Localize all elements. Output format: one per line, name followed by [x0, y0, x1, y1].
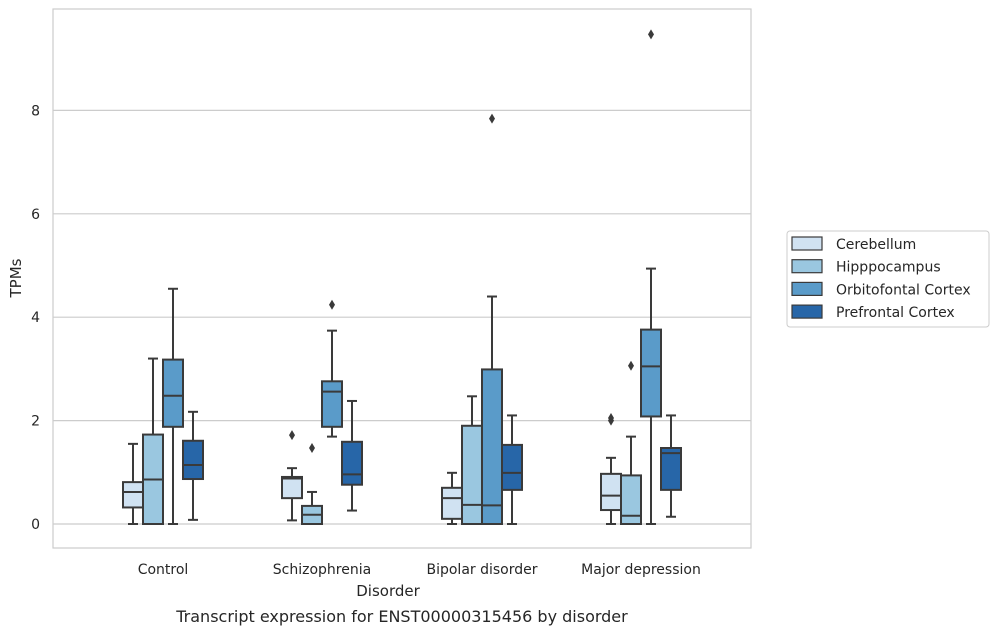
- y-tick-label: 2: [31, 414, 40, 430]
- y-tick-label: 4: [31, 310, 40, 326]
- x-axis-label: Disorder: [356, 582, 420, 600]
- x-tick-label: Major depression: [581, 562, 701, 578]
- legend-frame: [786, 230, 990, 328]
- box: [441, 486, 463, 520]
- x-tick-label: Control: [138, 562, 189, 578]
- outlier-point: [628, 360, 634, 371]
- box: [341, 440, 363, 486]
- box: [461, 424, 483, 525]
- box: [162, 358, 184, 428]
- box: [281, 475, 303, 500]
- legend-label: Orbitofontal Cortex: [836, 282, 971, 298]
- box: [182, 439, 204, 481]
- legend-swatch: [791, 304, 823, 319]
- x-tick-label: Schizophrenia: [273, 562, 371, 578]
- legend: Cerebellum Hipppocampus Orbitofontal Corte…: [786, 230, 990, 328]
- legend-label: Cerebellum: [836, 237, 916, 253]
- box: [620, 474, 642, 526]
- y-tick-label: 8: [31, 103, 40, 119]
- chart-caption: Transcript expression for ENST0000031545…: [175, 607, 628, 626]
- box: [600, 472, 622, 512]
- outlier-point: [489, 113, 495, 124]
- legend-swatch: [791, 259, 823, 274]
- y-tick-label: 0: [31, 517, 40, 533]
- x-tick-labels: Control Schizophrenia Bipolar disorder Majo…: [138, 562, 701, 578]
- y-tick-label: 6: [31, 207, 40, 223]
- outlier-point: [329, 299, 335, 310]
- box: [660, 447, 682, 491]
- box: [481, 368, 503, 525]
- box: [122, 481, 144, 509]
- legend-swatch: [791, 236, 823, 251]
- legend-label: Hipppocampus: [836, 260, 941, 276]
- y-axis-label: TPMs: [7, 258, 25, 298]
- outlier-point: [648, 29, 654, 40]
- outlier-point: [608, 413, 614, 424]
- box: [501, 443, 523, 491]
- outlier-point: [289, 430, 295, 441]
- legend-label: Prefrontal Cortex: [836, 305, 955, 321]
- box-elements: [122, 29, 682, 526]
- box: [640, 328, 662, 418]
- x-tick-label: Bipolar disorder: [426, 562, 537, 578]
- outlier-point: [309, 443, 315, 454]
- plot-area: [52, 8, 752, 549]
- legend-swatch: [791, 281, 823, 296]
- y-tick-labels: 0 2 4 6 8: [31, 103, 40, 533]
- box: [321, 380, 343, 428]
